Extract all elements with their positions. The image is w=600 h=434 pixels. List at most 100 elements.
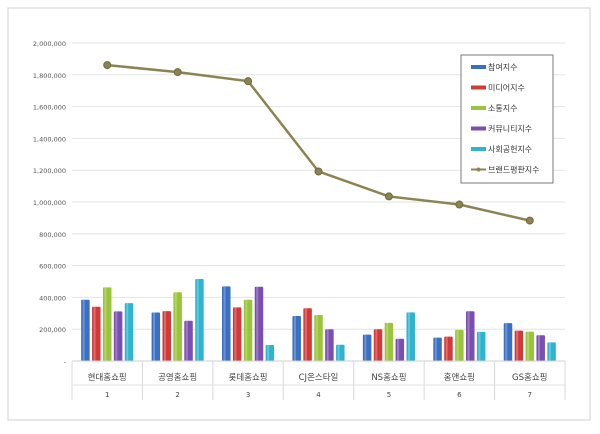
legend-swatch bbox=[471, 65, 486, 69]
bar-highlight bbox=[326, 329, 329, 361]
bar-참여지수-GS홈쇼핑 bbox=[503, 323, 513, 361]
y-tick-label: 1,200,000 bbox=[33, 167, 66, 175]
bar-참여지수-CJ온스타일 bbox=[292, 316, 301, 361]
bar-참여지수-롯데홈쇼핑 bbox=[222, 286, 231, 361]
bar-커뮤니티지수-GS홈쇼핑 bbox=[536, 335, 545, 361]
category-label: CJ온스타일 bbox=[299, 373, 339, 383]
bar-소통지수-NS홈쇼핑 bbox=[384, 322, 394, 361]
bar-미디어지수-NS홈쇼핑 bbox=[373, 329, 383, 361]
bar-참여지수-현대홈쇼핑 bbox=[81, 299, 90, 361]
bar-highlight bbox=[548, 342, 551, 361]
legend-label: 소통지수 bbox=[488, 104, 517, 113]
line-point-홈앤쇼핑 bbox=[455, 200, 464, 209]
bar-highlight bbox=[364, 334, 367, 361]
bar-미디어지수-CJ온스타일 bbox=[303, 308, 312, 361]
bar-소통지수-공영홈쇼핑 bbox=[173, 292, 182, 361]
bar-미디어지수-GS홈쇼핑 bbox=[514, 330, 524, 361]
bar-highlight bbox=[375, 329, 378, 361]
legend-box bbox=[460, 54, 554, 184]
bar-highlight bbox=[174, 292, 177, 361]
bar-highlight bbox=[223, 286, 226, 361]
legend-marker bbox=[476, 167, 481, 172]
category-rank-label: 4 bbox=[316, 391, 321, 399]
category-label: 현대홈쇼핑 bbox=[88, 372, 127, 383]
bar-highlight bbox=[267, 344, 270, 361]
bar-highlight bbox=[445, 336, 448, 361]
bar-highlight bbox=[104, 287, 107, 361]
bar-미디어지수-공영홈쇼핑 bbox=[162, 311, 171, 361]
bar-highlight bbox=[478, 331, 481, 361]
bar-참여지수-NS홈쇼핑 bbox=[362, 334, 372, 361]
bar-highlight bbox=[304, 308, 307, 361]
bar-커뮤니티지수-홈앤쇼핑 bbox=[466, 311, 475, 361]
line-point-공영홈쇼핑 bbox=[173, 68, 182, 77]
bar-highlight bbox=[537, 335, 540, 361]
bar-소통지수-현대홈쇼핑 bbox=[102, 287, 112, 361]
bar-highlight bbox=[82, 299, 85, 361]
bar-highlight bbox=[467, 311, 470, 361]
bar-미디어지수-현대홈쇼핑 bbox=[92, 306, 101, 361]
bar-highlight bbox=[407, 312, 410, 361]
category-label: 공영홈쇼핑 bbox=[158, 372, 197, 383]
bar-커뮤니티지수-롯데홈쇼핑 bbox=[254, 286, 264, 361]
bar-highlight bbox=[153, 312, 156, 361]
category-label: 롯데홈쇼핑 bbox=[229, 372, 268, 383]
y-tick-label: 1,400,000 bbox=[33, 135, 66, 143]
bar-highlight bbox=[516, 330, 519, 361]
bar-highlight bbox=[434, 337, 437, 361]
bar-소통지수-CJ온스타일 bbox=[314, 315, 323, 361]
bar-사회공헌지수-홈앤쇼핑 bbox=[476, 331, 486, 361]
bar-사회공헌지수-CJ온스타일 bbox=[336, 344, 345, 361]
bar-highlight bbox=[126, 303, 129, 361]
legend-swatch bbox=[471, 106, 486, 110]
bar-highlight bbox=[293, 316, 296, 361]
legend-swatch bbox=[471, 85, 486, 90]
bar-커뮤니티지수-공영홈쇼핑 bbox=[184, 320, 193, 361]
bar-사회공헌지수-롯데홈쇼핑 bbox=[265, 344, 275, 361]
bar-사회공헌지수-GS홈쇼핑 bbox=[547, 342, 556, 361]
bar-highlight bbox=[456, 329, 459, 361]
bar-참여지수-공영홈쇼핑 bbox=[151, 312, 161, 361]
bar-highlight bbox=[386, 322, 389, 361]
legend-swatch bbox=[471, 126, 486, 131]
bar-highlight bbox=[185, 320, 188, 361]
category-label: 홈앤쇼핑 bbox=[444, 372, 475, 383]
bar-커뮤니티지수-CJ온스타일 bbox=[325, 329, 334, 361]
y-tick-label: 600,000 bbox=[39, 263, 66, 271]
category-rank-label: 1 bbox=[105, 391, 109, 399]
bar-highlight bbox=[315, 315, 318, 361]
category-label: NS홈쇼핑 bbox=[371, 372, 406, 383]
bar-highlight bbox=[163, 311, 166, 361]
category-rank-label: 3 bbox=[246, 391, 250, 399]
y-tick-label: 200,000 bbox=[39, 326, 66, 334]
bar-커뮤니티지수-NS홈쇼핑 bbox=[395, 338, 405, 361]
category-rank-label: 7 bbox=[528, 391, 532, 399]
legend-label: 브랜드평판지수 bbox=[488, 165, 540, 175]
bar-highlight bbox=[337, 344, 340, 361]
y-tick-label: 2,000,000 bbox=[33, 40, 66, 48]
legend-label: 커뮤니티지수 bbox=[488, 124, 532, 134]
bar-사회공헌지수-NS홈쇼핑 bbox=[406, 312, 415, 361]
bar-highlight bbox=[527, 331, 530, 361]
bar-highlight bbox=[115, 311, 118, 361]
bar-참여지수-홈앤쇼핑 bbox=[433, 337, 442, 361]
legend-swatch bbox=[471, 147, 486, 151]
bar-highlight bbox=[245, 299, 248, 361]
y-tick-label: 400,000 bbox=[39, 294, 66, 302]
bar-소통지수-홈앤쇼핑 bbox=[455, 329, 464, 361]
category-rank-label: 2 bbox=[175, 391, 179, 399]
bar-소통지수-GS홈쇼핑 bbox=[525, 331, 535, 361]
legend-label: 사회공헌지수 bbox=[488, 145, 532, 154]
bar-highlight bbox=[196, 278, 199, 361]
bar-highlight bbox=[505, 323, 508, 361]
bar-사회공헌지수-현대홈쇼핑 bbox=[124, 303, 134, 361]
legend-label: 참여지수 bbox=[488, 62, 517, 72]
y-tick-label: 1,800,000 bbox=[33, 72, 66, 80]
bar-highlight bbox=[234, 307, 237, 361]
line-point-롯데홈쇼핑 bbox=[244, 77, 253, 86]
category-rank-label: 6 bbox=[457, 391, 462, 399]
legend-label: 미디어지수 bbox=[488, 83, 525, 93]
category-rank-label: 5 bbox=[387, 391, 391, 399]
bar-커뮤니티지수-현대홈쇼핑 bbox=[113, 311, 123, 361]
